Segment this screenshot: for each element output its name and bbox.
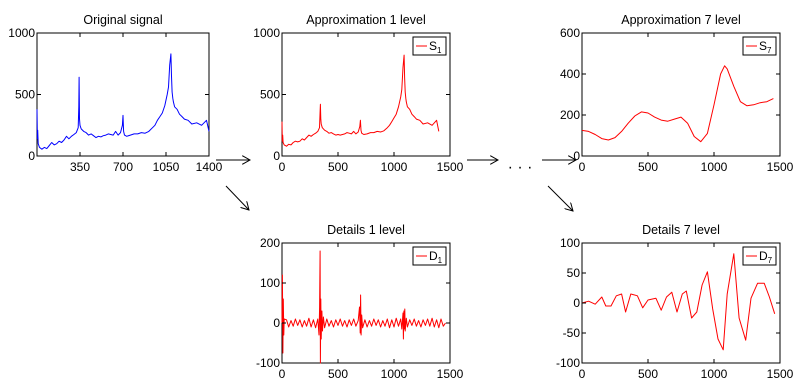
y-tick-label: -100	[256, 356, 280, 370]
legend-box	[412, 246, 447, 266]
y-tick-label: 600	[560, 26, 580, 40]
legend-box	[742, 36, 777, 56]
arrow-ellipsis-to-detail7	[547, 185, 573, 211]
y-tick-label: 0	[573, 296, 580, 310]
x-tick-label: 500	[638, 367, 658, 380]
x-tick-label: 1500	[767, 160, 794, 174]
x-tick-label: 0	[579, 160, 586, 174]
axes-box	[36, 32, 210, 157]
chart-title: Details 7 level	[642, 223, 720, 237]
y-tick-label: 200	[560, 108, 580, 122]
legend-box	[742, 246, 777, 266]
y-tick-label: 0	[273, 316, 280, 330]
y-tick-label: 500	[260, 88, 280, 102]
x-tick-label: 1500	[767, 367, 794, 380]
chart-title: Approximation 1 level	[306, 13, 426, 27]
legend-subscript: 1	[438, 256, 443, 265]
chart-approx7: Approximation 7 level 0 500 1000 1500 0 200 400…	[560, 13, 794, 174]
x-tick-label: 1500	[437, 367, 464, 380]
y-tick-label: 100	[260, 276, 280, 290]
legend-subscript: 1	[437, 46, 442, 55]
x-tick-label: 1000	[381, 367, 408, 380]
axes-box	[581, 32, 781, 157]
y-tick-label: 500	[15, 88, 35, 102]
chart-original: Original signal 350 700 1050 1400 0 500 1000	[8, 13, 222, 174]
x-tick-label: 1000	[381, 160, 408, 174]
chart-detail7: Details 7 level 0 500 1000 1500 -100 -50 0 50 100…	[556, 223, 794, 381]
y-tick-label: 200	[260, 236, 280, 250]
x-tick-label: 500	[328, 160, 348, 174]
chart-title: Details 1 level	[327, 223, 405, 237]
x-tick-label: 500	[638, 160, 658, 174]
ellipsis-text: · · ·	[508, 159, 533, 176]
y-tick-label: 1000	[253, 26, 280, 40]
y-tick-label: 0	[273, 149, 280, 163]
arrow-original-to-detail1	[225, 185, 249, 210]
x-tick-label: 1050	[153, 160, 180, 174]
legend-subscript: 7	[767, 46, 772, 55]
y-tick-label: 100	[560, 236, 580, 250]
y-tick-label: -100	[556, 356, 580, 370]
legend-subscript: 7	[768, 256, 773, 265]
x-tick-label: 0	[279, 367, 286, 380]
x-tick-label: 0	[279, 160, 286, 174]
chart-title: Original signal	[83, 13, 162, 27]
series-line	[581, 253, 776, 351]
legend-box	[412, 36, 447, 56]
y-tick-label: 0	[573, 149, 580, 163]
y-tick-label: 50	[567, 266, 581, 280]
x-tick-label: 500	[328, 367, 348, 380]
chart-approx1: Approximation 1 level 0 500 1000 1500 0 500 100…	[253, 13, 463, 174]
series-line	[581, 65, 774, 143]
x-tick-label: 350	[70, 160, 90, 174]
x-tick-label: 0	[579, 367, 586, 380]
x-tick-label: 1000	[701, 160, 728, 174]
series-line	[36, 53, 210, 150]
x-tick-label: 1500	[437, 160, 464, 174]
chart-title: Approximation 7 level	[621, 13, 741, 27]
y-tick-label: -50	[563, 326, 581, 340]
series-line	[281, 250, 446, 364]
y-tick-label: 1000	[8, 26, 35, 40]
x-tick-label: 700	[113, 160, 133, 174]
x-tick-label: 1000	[701, 367, 728, 380]
series-line	[281, 54, 440, 147]
y-tick-label: 400	[560, 67, 580, 81]
y-tick-label: 0	[28, 149, 35, 163]
arrows-layer: · · ·	[216, 159, 576, 211]
x-tick-label: 1400	[196, 160, 223, 174]
